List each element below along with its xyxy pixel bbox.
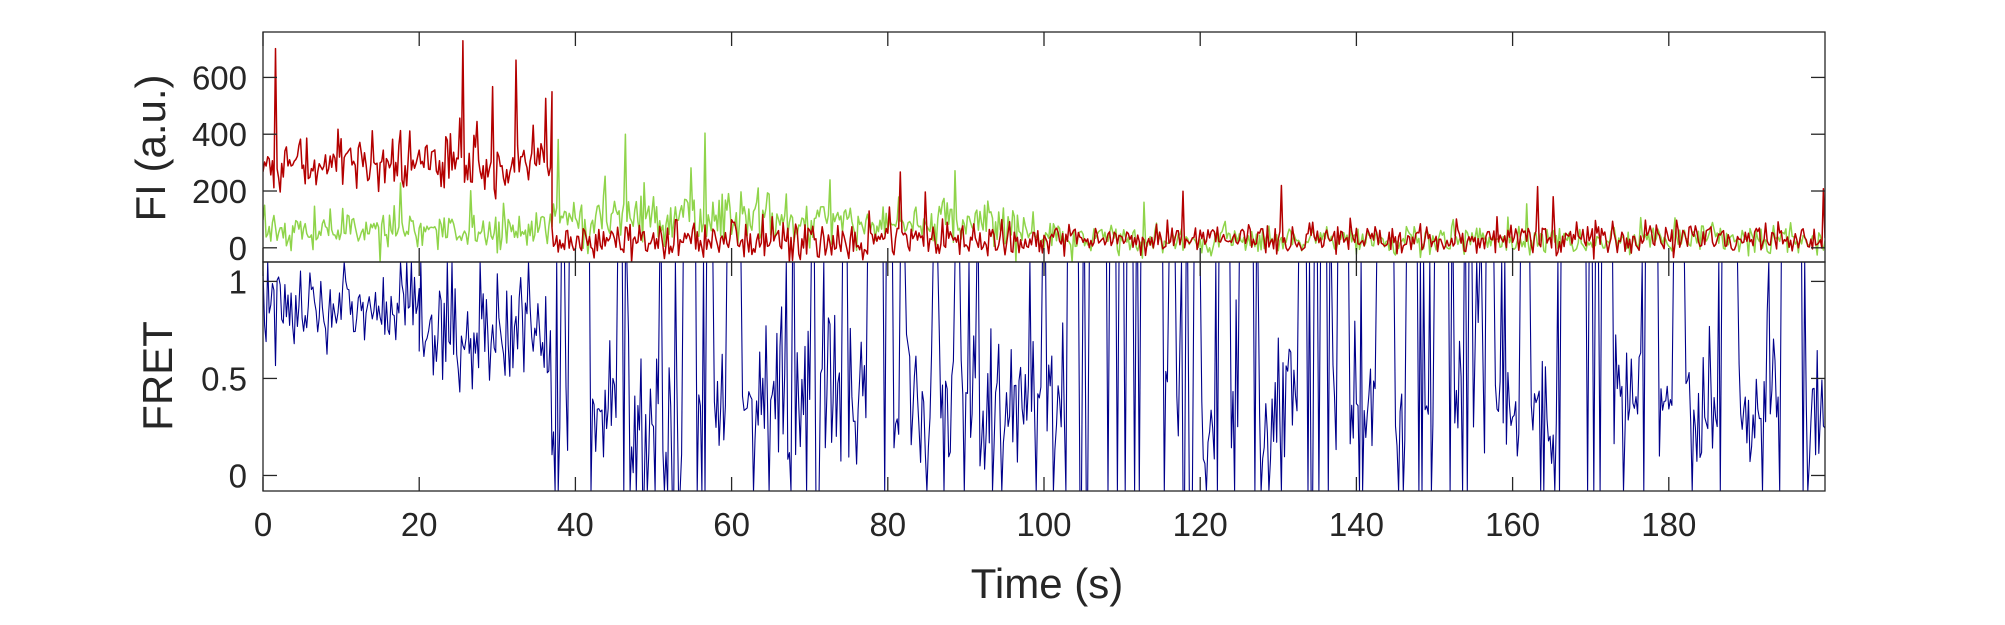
y-tick-label: 200 [192, 173, 247, 210]
fret-y-axis-label: FRET [134, 321, 181, 431]
time-x-axis-label: Time (s) [971, 560, 1123, 607]
x-tick-label: 180 [1641, 506, 1696, 543]
x-tick-label: 100 [1016, 506, 1071, 543]
fret-trace [263, 262, 1825, 491]
x-tick-label: 140 [1329, 506, 1384, 543]
y-tick-label: 0 [229, 457, 247, 494]
x-tick-label: 160 [1485, 506, 1540, 543]
y-tick-label: 400 [192, 116, 247, 153]
y-tick-label: 600 [192, 59, 247, 96]
x-tick-label: 60 [713, 506, 750, 543]
y-tick-label: 0.5 [201, 360, 247, 397]
x-tick-label: 20 [401, 506, 438, 543]
x-tick-label: 80 [869, 506, 906, 543]
x-tick-label: 0 [254, 506, 272, 543]
acceptor-trace [263, 40, 1825, 262]
intensity-y-axis-label: FI (a.u.) [127, 74, 174, 221]
y-tick-label: 1 [229, 263, 247, 300]
x-tick-label: 40 [557, 506, 594, 543]
x-tick-label: 120 [1173, 506, 1228, 543]
y-tick-label: 0 [229, 230, 247, 267]
fret-panel: 0 0.5 1 0 20 40 60 80 100 120 140 160 180 [201, 261, 1826, 543]
